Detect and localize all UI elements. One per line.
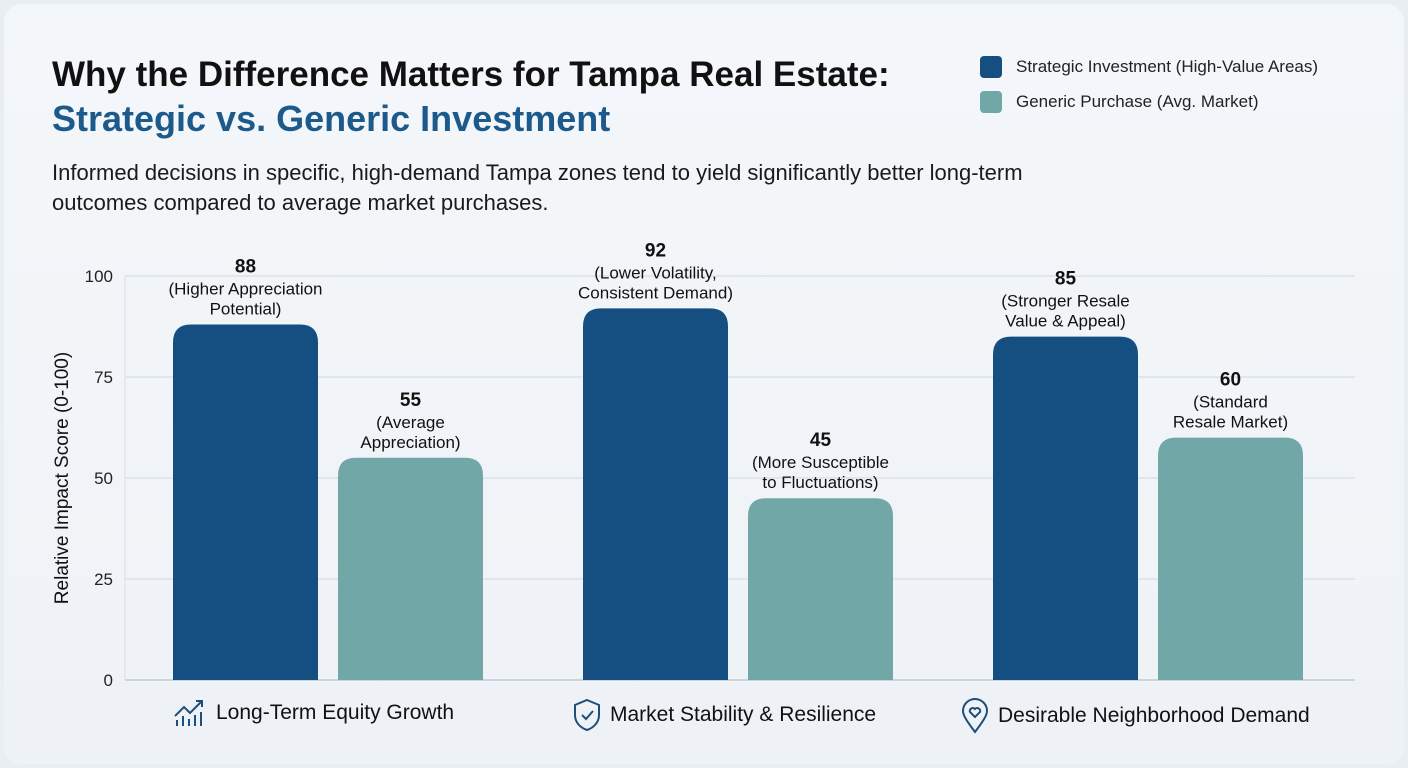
category-label-stability: Market Stability & Resilience — [572, 698, 876, 732]
y-tick-label: 50 — [94, 469, 113, 488]
data-label-value: 55 — [400, 390, 422, 411]
data-label-note: Resale Market) — [1173, 413, 1288, 432]
y-tick-label: 100 — [85, 267, 113, 286]
data-label-value: 60 — [1220, 370, 1241, 391]
legend-swatch — [980, 91, 1002, 113]
data-label-value: 92 — [645, 240, 666, 261]
legend-item-strategic: Strategic Investment (High-Value Areas) — [980, 56, 1318, 78]
data-label-note: (Average — [376, 413, 445, 432]
data-label-note: Appreciation) — [360, 433, 460, 452]
y-axis-title: Relative Impact Score (0-100) — [52, 352, 73, 604]
y-tick-label: 75 — [94, 368, 113, 387]
data-label-note: (More Susceptible — [752, 453, 889, 472]
data-label-value: 85 — [1055, 269, 1077, 290]
data-label-note: Consistent Demand) — [578, 283, 733, 302]
data-label-value: 88 — [235, 256, 256, 277]
chart-title: Why the Difference Matters for Tampa Rea… — [52, 55, 890, 94]
bar-1-1 — [748, 498, 893, 680]
y-tick-label: 0 — [104, 671, 113, 690]
data-label-note: (Stronger Resale — [1001, 292, 1130, 311]
bar-0-1 — [583, 308, 728, 680]
category-label-neighborhood: Desirable Neighborhood Demand — [960, 698, 1310, 734]
location-heart-icon — [961, 698, 989, 734]
bar-0-2 — [993, 336, 1138, 680]
chart-description: Informed decisions in specific, high-dem… — [52, 160, 1023, 215]
bar-1-0 — [338, 457, 483, 680]
category-text: Market Stability & Resilience — [610, 703, 877, 726]
data-label-note: (Higher Appreciation — [168, 279, 322, 298]
chart-subtitle: Strategic vs. Generic Investment — [52, 98, 611, 139]
data-label-note: Value & Appeal) — [1005, 312, 1126, 331]
category-text: Desirable Neighborhood Demand — [998, 704, 1310, 727]
shield-check-icon — [574, 698, 600, 732]
bar-0-0 — [173, 324, 318, 680]
category-text: Long-Term Equity Growth — [216, 701, 455, 724]
legend-item-generic: Generic Purchase (Avg. Market) — [980, 91, 1259, 113]
data-label-note: Potential) — [210, 299, 282, 318]
y-tick-label: 25 — [94, 570, 113, 589]
legend-label: Strategic Investment (High-Value Areas) — [1016, 57, 1319, 76]
data-label-value: 45 — [810, 430, 832, 451]
data-label-note: (Standard — [1193, 393, 1268, 412]
bar-1-2 — [1158, 437, 1303, 680]
data-label-note: (Lower Volatility, — [594, 263, 717, 282]
chart-growth-icon — [174, 700, 203, 726]
data-label-note: to Fluctuations) — [762, 473, 878, 492]
legend-label: Generic Purchase (Avg. Market) — [1016, 92, 1259, 111]
category-label-equity: Long-Term Equity Growth — [172, 698, 454, 728]
legend-swatch — [980, 56, 1002, 78]
